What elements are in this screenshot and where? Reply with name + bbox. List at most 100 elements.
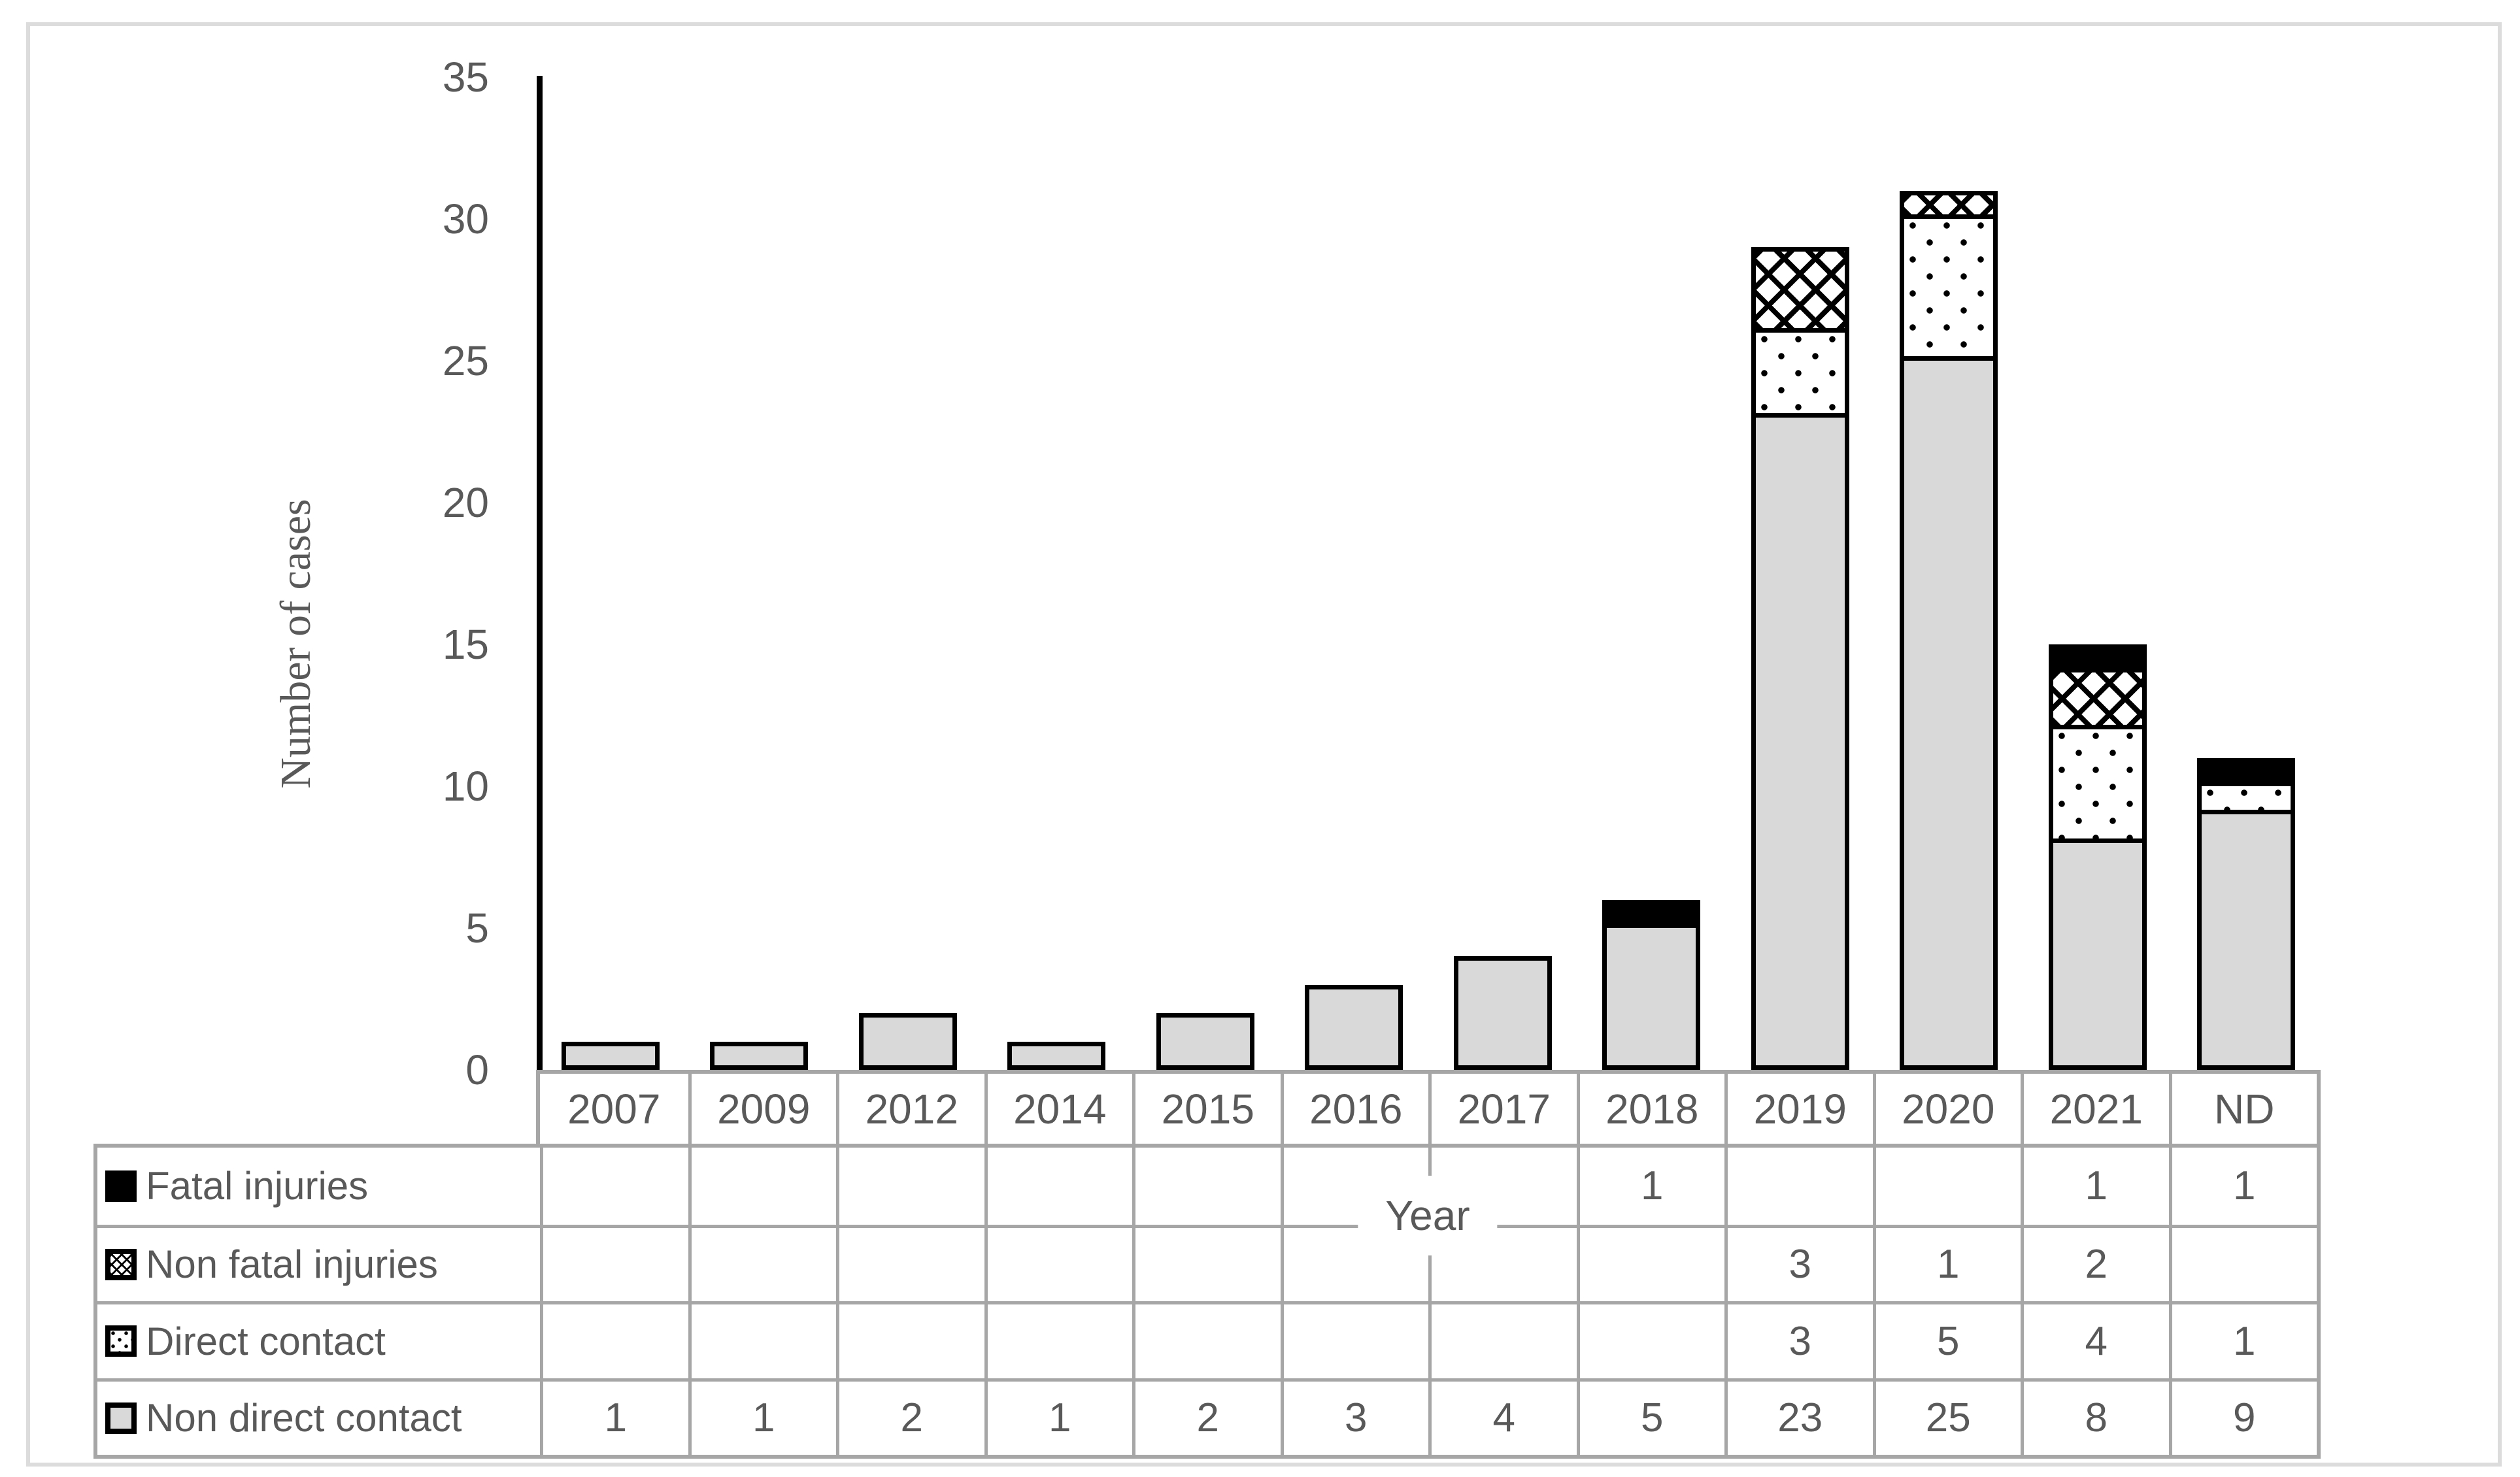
- table-value-cell: 2: [2021, 1224, 2169, 1301]
- bar-segment-non-direct-contact: [1751, 412, 1849, 1070]
- table-value-cell: 3: [1724, 1224, 1873, 1301]
- bar-2017: [1453, 956, 1552, 1070]
- legend-row-header: Non fatal injuries: [97, 1224, 540, 1301]
- table-value-cell: [2168, 1224, 2317, 1301]
- y-tick-label: 5: [465, 904, 489, 952]
- table-value-cell: 4: [1428, 1378, 1577, 1455]
- table-value-cell: [688, 1148, 836, 1225]
- table-value-cell: [984, 1148, 1132, 1225]
- table-value-cell: [1576, 1301, 1724, 1378]
- bar-2012: [858, 1013, 957, 1070]
- bar-segment-direct-contact: [1751, 327, 1849, 418]
- x-category-label: 2019: [1724, 1074, 1873, 1144]
- table-value-cell: 25: [1872, 1378, 2021, 1455]
- table-value-cell: 1: [984, 1378, 1132, 1455]
- x-category-label: 2015: [1132, 1074, 1281, 1144]
- figure-border: [26, 22, 2502, 1467]
- legend-label: Non direct contact: [146, 1396, 462, 1440]
- legend-label: Fatal injuries: [146, 1164, 369, 1208]
- table-value-cell: [984, 1224, 1132, 1301]
- table-value-cell: [1132, 1148, 1281, 1225]
- table-value-cell: 2: [1132, 1378, 1281, 1455]
- table-value-cell: [1872, 1148, 2021, 1225]
- x-category-label: ND: [2168, 1074, 2317, 1144]
- bar-2015: [1156, 1013, 1254, 1070]
- bar-2014: [1007, 1041, 1106, 1070]
- table-value-cell: [984, 1301, 1132, 1378]
- table-value-cell: 3: [1280, 1378, 1428, 1455]
- table-value-cell: 8: [2021, 1378, 2169, 1455]
- table-value-cell: [1576, 1224, 1724, 1301]
- bar-segment-non-direct-contact: [1007, 1041, 1106, 1070]
- table-value-cell: 1: [2168, 1148, 2317, 1225]
- x-category-label: 2009: [688, 1074, 836, 1144]
- table-value-cell: [688, 1224, 836, 1301]
- bar-segment-non-direct-contact: [561, 1041, 660, 1070]
- table-value-cell: 1: [540, 1378, 688, 1455]
- table-value-cell: 3: [1724, 1301, 1873, 1378]
- x-category-label: 2016: [1280, 1074, 1428, 1144]
- x-category-label: 2012: [836, 1074, 984, 1144]
- x-category-label: 2017: [1428, 1074, 1577, 1144]
- table-value-cell: [540, 1301, 688, 1378]
- bar-segment-non-direct-contact: [1900, 356, 1998, 1070]
- bar-segment-non-direct-contact: [710, 1041, 809, 1070]
- bar-2019: [1751, 247, 1849, 1070]
- table-value-cell: [1280, 1301, 1428, 1378]
- x-axis-category-row: 2007 2009 2012 2014 2015 2016 2017 2018 2019 2020…: [536, 1070, 2321, 1144]
- table-value-cell: [540, 1224, 688, 1301]
- table-value-cell: [1132, 1224, 1281, 1301]
- legend-swatch-dots-icon: [105, 1325, 137, 1357]
- table-value-cell: 2: [836, 1378, 984, 1455]
- x-category-label: 2018: [1576, 1074, 1724, 1144]
- y-tick-label: 10: [442, 763, 489, 810]
- table-value-cell: 1: [2168, 1301, 2317, 1378]
- bar-segment-non-direct-contact: [2048, 838, 2147, 1070]
- bar-2007: [561, 1041, 660, 1070]
- bar-segment-non-direct-contact: [1602, 923, 1701, 1070]
- y-tick-label: 30: [442, 195, 489, 242]
- table-value-cell: [836, 1148, 984, 1225]
- x-category-label: 2007: [540, 1074, 688, 1144]
- x-category-label: 2014: [984, 1074, 1132, 1144]
- legend-row-header: Direct contact: [97, 1301, 540, 1378]
- table-value-cell: 4: [2021, 1301, 2169, 1378]
- y-tick-label: 20: [442, 479, 489, 526]
- table-value-cell: [1428, 1301, 1577, 1378]
- bar-segment-non-direct-contact: [858, 1013, 957, 1070]
- table-value-cell: 23: [1724, 1378, 1873, 1455]
- legend-row-header: Non direct contact: [97, 1378, 540, 1455]
- legend-row-header: Fatal injuries: [97, 1148, 540, 1225]
- bar-2018: [1602, 899, 1701, 1070]
- bar-segment-direct-contact: [2048, 725, 2147, 843]
- y-tick-label: 15: [442, 621, 489, 668]
- table-value-cell: 1: [688, 1378, 836, 1455]
- table-value-cell: [1132, 1301, 1281, 1378]
- y-tick-label: 35: [442, 54, 489, 101]
- bar-segment-non-direct-contact: [1305, 984, 1403, 1070]
- bar-2016: [1305, 984, 1403, 1070]
- y-tick-label: 0: [465, 1046, 489, 1093]
- table-value-cell: 9: [2168, 1378, 2317, 1455]
- bar-segment-fatal-injuries: [2197, 757, 2296, 786]
- bar-2009: [710, 1041, 809, 1070]
- table-value-cell: 1: [2021, 1148, 2169, 1225]
- bar-2021: [2048, 644, 2147, 1070]
- bar-segment-non-direct-contact: [1453, 956, 1552, 1070]
- bar-segment-non-fatal-injuries: [2048, 668, 2147, 730]
- bar-ND: [2197, 757, 2296, 1070]
- table-value-cell: 5: [1576, 1378, 1724, 1455]
- bar-segment-non-direct-contact: [2197, 810, 2296, 1070]
- x-category-label: 2020: [1872, 1074, 2021, 1144]
- bar-segment-non-fatal-injuries: [1751, 247, 1849, 333]
- table-value-cell: [1724, 1148, 1873, 1225]
- y-axis-line: [537, 76, 543, 1074]
- bar-segment-direct-contact: [2197, 781, 2296, 815]
- table-value-cell: [540, 1148, 688, 1225]
- table-value-cell: 1: [1872, 1224, 2021, 1301]
- bar-segment-direct-contact: [1900, 214, 1998, 361]
- table-value-cell: [836, 1301, 984, 1378]
- bar-2020: [1900, 190, 1998, 1070]
- table-value-cell: [836, 1224, 984, 1301]
